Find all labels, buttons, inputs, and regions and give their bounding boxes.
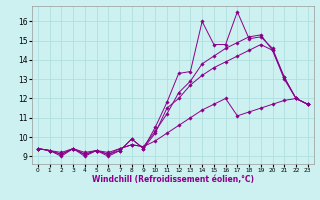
X-axis label: Windchill (Refroidissement éolien,°C): Windchill (Refroidissement éolien,°C) (92, 175, 254, 184)
